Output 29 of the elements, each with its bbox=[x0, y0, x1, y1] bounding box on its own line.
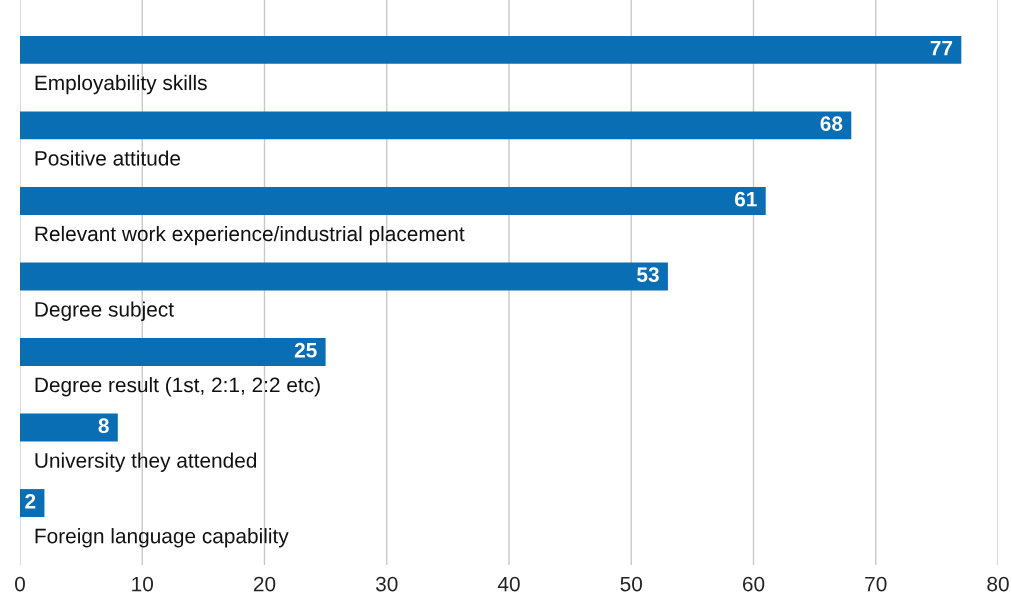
y-tick-label: Degree subject bbox=[35, 301, 174, 321]
x-tick-label: 0 bbox=[15, 576, 25, 592]
y-tick-label: Foreign language capability bbox=[35, 528, 289, 548]
bar bbox=[20, 35, 962, 64]
x-tick-label: 70 bbox=[865, 576, 887, 592]
x-tick-label: 80 bbox=[987, 576, 1009, 592]
bar bbox=[20, 413, 118, 442]
bar bbox=[20, 338, 326, 366]
data-label: 68 bbox=[820, 116, 843, 131]
bar bbox=[20, 111, 852, 140]
bar bbox=[20, 262, 668, 291]
y-tick-label: University they attended bbox=[35, 452, 257, 472]
bar bbox=[20, 186, 766, 215]
data-label: 61 bbox=[734, 191, 757, 207]
x-tick-label: 40 bbox=[497, 576, 520, 592]
x-tick-label: 30 bbox=[375, 576, 398, 592]
y-tick-label: Positive attitude bbox=[35, 150, 181, 166]
y-tick-label: Relevant work experience/industrial placement bbox=[35, 225, 465, 246]
data-label: 53 bbox=[637, 267, 659, 283]
y-tick-label: Degree result (1st, 2:1, 2:2 etc) bbox=[35, 377, 320, 397]
x-tick-label: 20 bbox=[253, 576, 276, 592]
data-label: 77 bbox=[930, 40, 953, 56]
y-tick-label: Employability skills bbox=[35, 74, 207, 95]
data-label: 2 bbox=[25, 493, 36, 509]
data-label: 8 bbox=[98, 418, 109, 434]
x-tick-label: 50 bbox=[620, 576, 643, 592]
data-label: 25 bbox=[294, 342, 317, 358]
x-tick-label: 60 bbox=[742, 576, 765, 592]
x-tick-label: 10 bbox=[132, 576, 154, 592]
